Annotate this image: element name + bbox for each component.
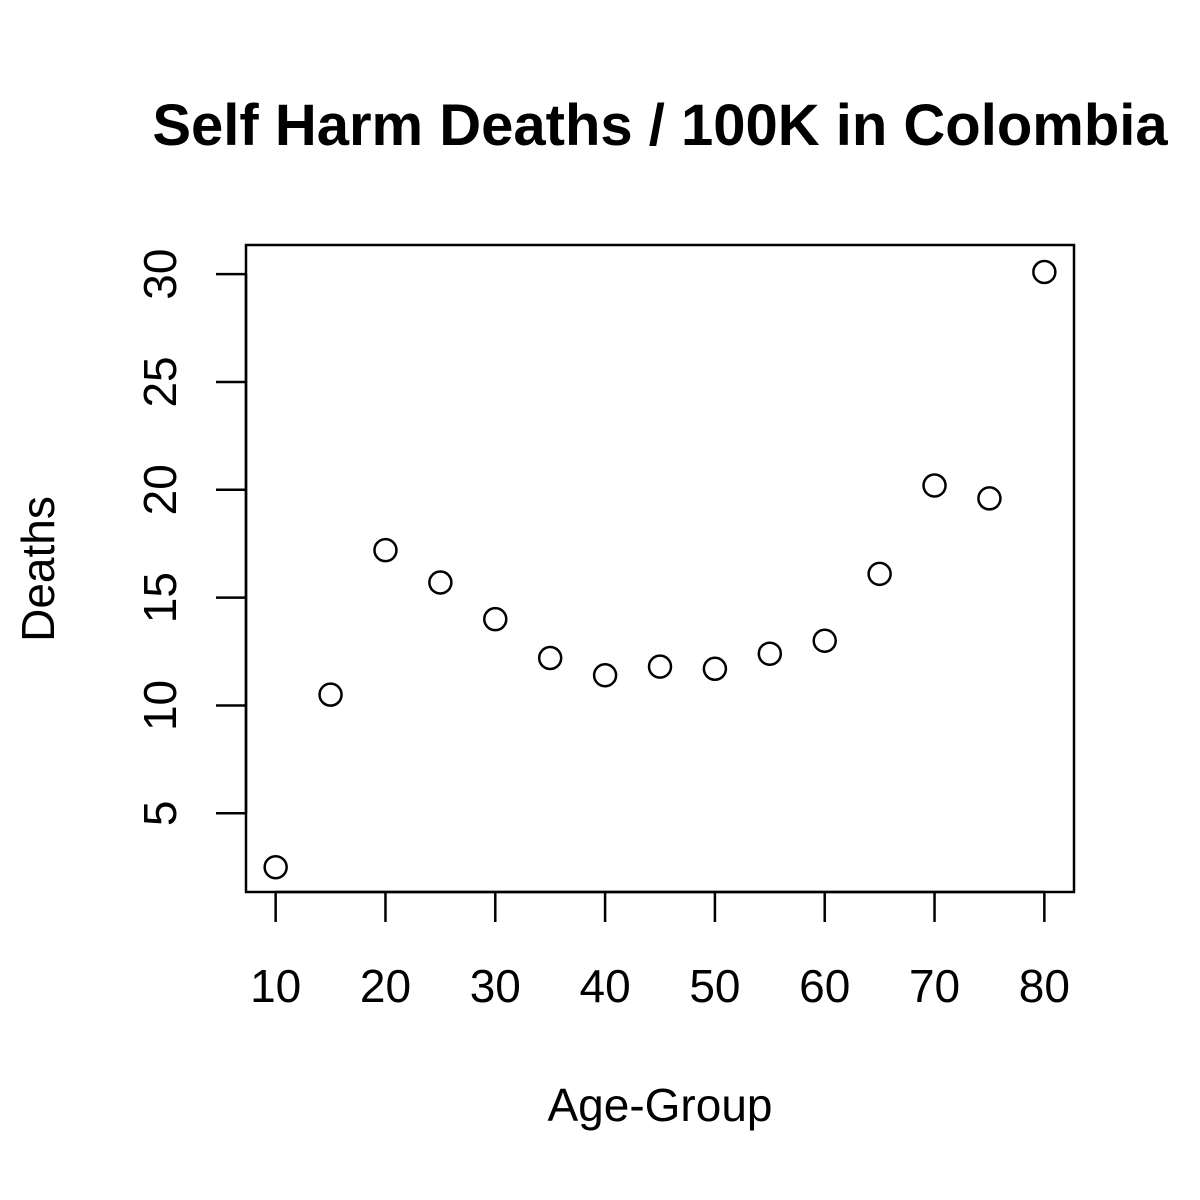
data-point-15 [318, 682, 343, 707]
x-tick-label-40: 40 [580, 960, 631, 1012]
data-point-30 [483, 606, 508, 632]
data-point-55 [757, 641, 783, 666]
y-tick-label-5: 5 [134, 800, 186, 826]
data-point-75 [977, 486, 1002, 511]
data-point-65 [867, 561, 892, 587]
x-tick-label-20: 20 [360, 960, 411, 1012]
x-tick-label-50: 50 [689, 960, 740, 1012]
x-tick-label-10: 10 [250, 960, 301, 1012]
data-point-60 [812, 628, 837, 653]
data-point-40 [592, 663, 618, 688]
y-tick-label-25: 25 [134, 356, 186, 407]
y-tick-label-30: 30 [134, 249, 186, 300]
x-axis: 10 20 30 40 50 60 70 80 [250, 890, 1070, 1012]
data-point-35 [537, 645, 563, 671]
y-axis: 5 10 15 20 25 30 [134, 249, 248, 826]
data-point-50 [702, 656, 728, 682]
data-points [263, 259, 1057, 880]
plot-frame [244, 243, 1076, 894]
data-point-20 [373, 537, 398, 563]
y-tick-label-10: 10 [134, 680, 186, 731]
x-tick-label-60: 60 [799, 960, 850, 1012]
data-point-45 [647, 654, 673, 679]
y-tick-label-20: 20 [134, 464, 186, 515]
x-axis-label: Age-Group [547, 1079, 772, 1131]
x-tick-label-80: 80 [1019, 960, 1070, 1012]
data-point-10 [263, 854, 288, 880]
y-tick-label-15: 15 [134, 572, 186, 623]
x-tick-label-30: 30 [470, 960, 521, 1012]
x-tick-label-70: 70 [909, 960, 960, 1012]
chart-title: Self Harm Deaths / 100K in Colombia [152, 93, 1168, 158]
y-axis-label: Deaths [12, 496, 64, 642]
data-point-80 [1032, 259, 1057, 285]
data-point-70 [922, 473, 947, 498]
data-point-25 [428, 570, 453, 595]
